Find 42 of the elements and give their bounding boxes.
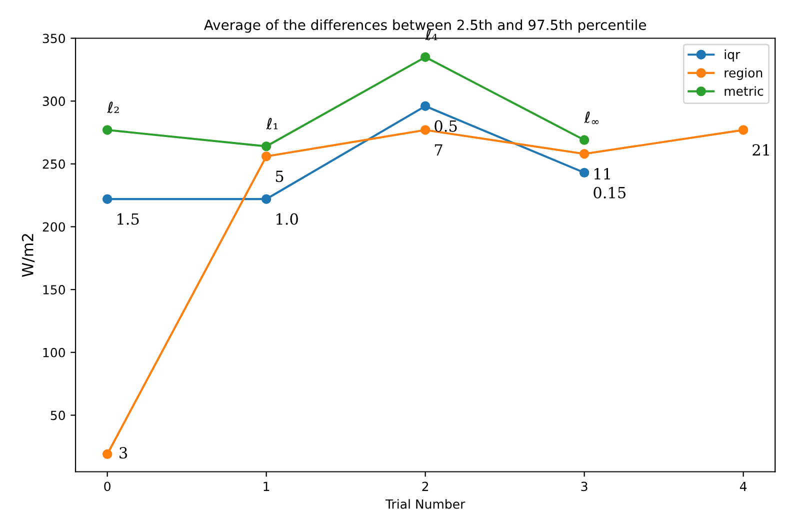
- point: [102, 125, 112, 135]
- x-tick-label: 0: [104, 482, 110, 492]
- point: [261, 152, 272, 162]
- y-tick-label: 50: [50, 410, 65, 420]
- annotation: 0.5: [434, 120, 457, 132]
- point: [579, 168, 590, 178]
- y-tick-label: 350: [42, 34, 65, 44]
- legend-label: region: [724, 68, 762, 80]
- point: [261, 141, 272, 152]
- point: [420, 101, 430, 111]
- y-axis-title: W/m2: [22, 234, 35, 277]
- point: [579, 148, 590, 159]
- point: [261, 194, 272, 204]
- x-tick-label: 2: [422, 482, 428, 491]
- y-tick-label: 100: [43, 348, 65, 358]
- annotation: 7: [434, 144, 442, 156]
- x-tick-label: 4: [740, 482, 747, 491]
- annotation: 1.0: [276, 213, 298, 225]
- annotation: 5: [276, 170, 284, 182]
- point: [102, 194, 112, 204]
- annotation: 21: [752, 144, 769, 156]
- x-tick-label: 1: [264, 482, 270, 491]
- x-tick-label: 3: [581, 482, 588, 492]
- point: [420, 52, 430, 62]
- annotation: ℓ₂: [107, 102, 119, 114]
- annotation: 11: [594, 168, 610, 180]
- y-tick-label: 200: [42, 222, 65, 232]
- y-tick-label: 300: [42, 96, 65, 106]
- annotation: ℓ$_{∞}$: [584, 112, 599, 124]
- point: [102, 449, 112, 460]
- point: [738, 125, 748, 135]
- annotation: 1.5: [118, 213, 139, 225]
- y-tick-label: 150: [43, 285, 65, 294]
- annotation: 3: [120, 447, 128, 459]
- point: [420, 125, 430, 135]
- legend-label: iqr: [724, 50, 740, 62]
- legend-label: metric: [724, 86, 764, 96]
- x-axis-title: Trial Number: [385, 499, 466, 509]
- annotation: ℓ₁: [266, 118, 278, 130]
- point: [579, 135, 590, 145]
- annotation: 0.15: [594, 186, 626, 198]
- y-tick-label: 250: [42, 159, 65, 169]
